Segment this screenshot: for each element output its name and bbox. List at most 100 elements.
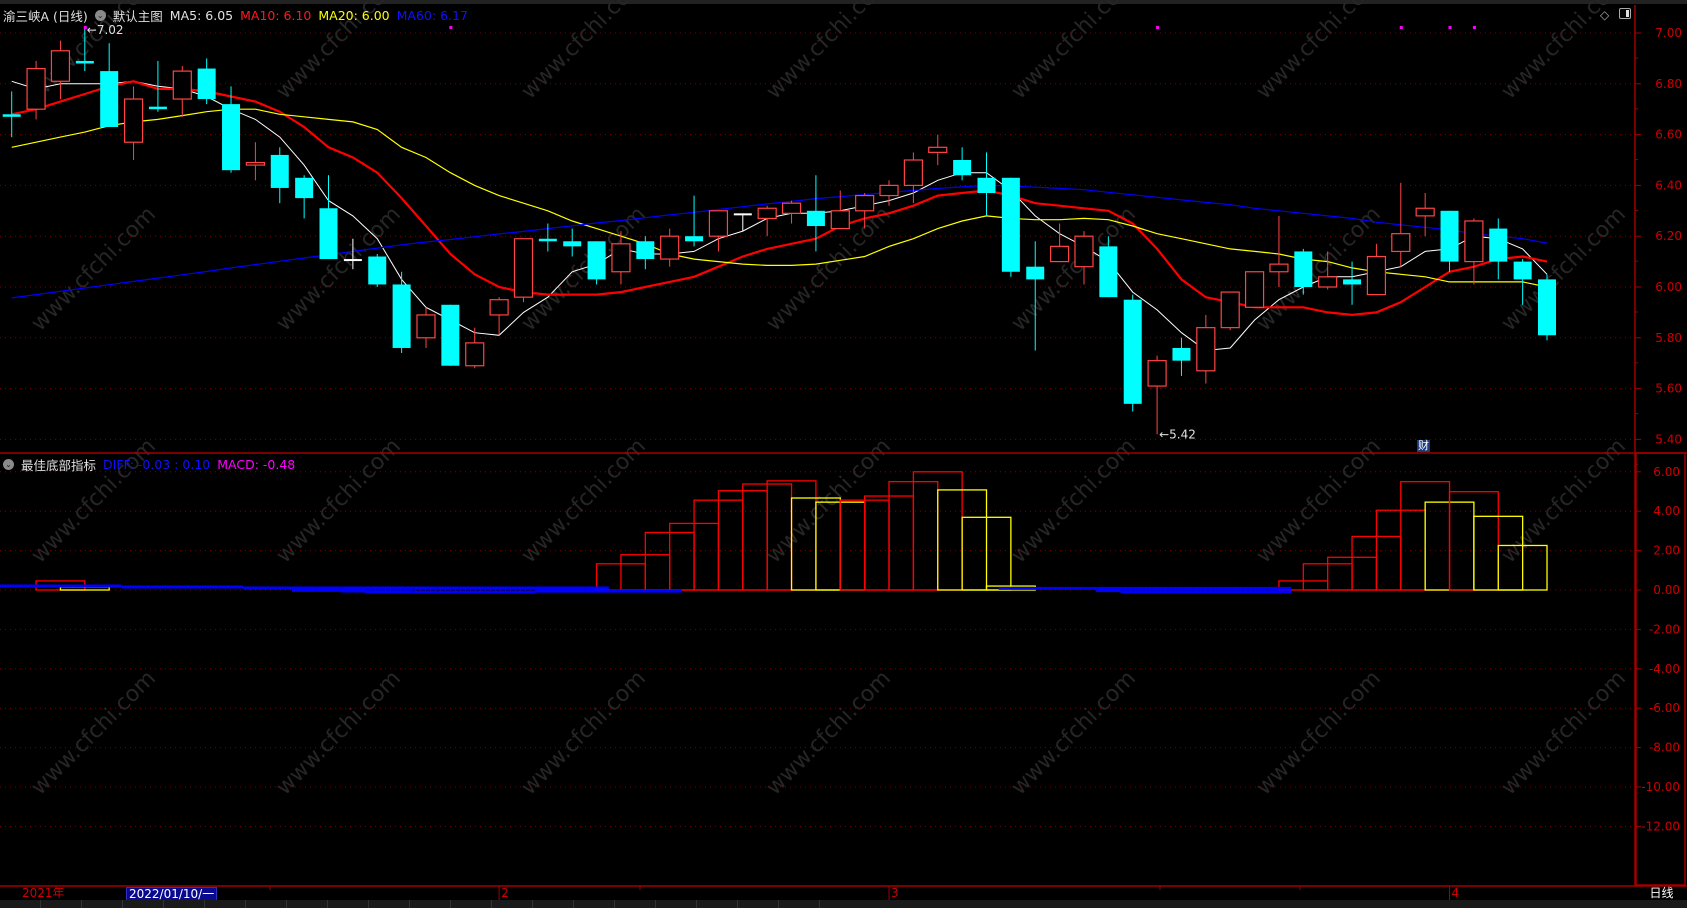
candle-body xyxy=(1172,347,1191,361)
candle-body xyxy=(830,210,850,230)
candle xyxy=(368,253,387,287)
candle-body xyxy=(270,154,289,188)
candle xyxy=(123,86,144,160)
candle-body xyxy=(245,161,265,166)
watermark-text: www.cfchi.com xyxy=(517,202,651,336)
period-label[interactable]: 日线 xyxy=(1649,886,1674,900)
candle-body xyxy=(1489,228,1508,262)
candle xyxy=(26,60,46,120)
signal-dot xyxy=(449,26,453,29)
candle xyxy=(1489,218,1508,280)
watermark-text: www.cfchi.com xyxy=(27,666,161,800)
candle xyxy=(1440,210,1459,272)
indicator-tick-label: -6.00 xyxy=(1649,701,1680,715)
candle-body xyxy=(295,177,314,199)
candle-body xyxy=(465,342,485,367)
candle-body xyxy=(172,70,192,100)
macd-bar xyxy=(1497,544,1548,591)
bottom-tab[interactable] xyxy=(246,900,287,908)
price-tick-label: 7.00 xyxy=(1655,26,1682,40)
indicator-name[interactable]: 最佳底部指标 xyxy=(21,458,97,473)
indicator-tick-label: -10.00 xyxy=(1641,780,1680,794)
signal-dot xyxy=(1156,26,1160,29)
bottom-tab[interactable] xyxy=(123,900,164,908)
watermark-text: www.cfchi.com xyxy=(1252,666,1386,800)
candle-body xyxy=(489,299,509,316)
price-extreme-label: ←7.02 xyxy=(87,23,124,37)
bottom-tab[interactable] xyxy=(574,900,615,908)
candle xyxy=(733,213,752,232)
stock-title: 渝三峡A (日线) xyxy=(3,9,88,24)
watermark-text: www.cfchi.com xyxy=(1497,666,1631,800)
price-tick-label: 6.80 xyxy=(1655,77,1682,91)
bottom-tab[interactable] xyxy=(656,900,697,908)
finance-marker[interactable]: 财 xyxy=(1417,439,1430,452)
ma10-value: MA10: 6.10 xyxy=(240,8,312,23)
bottom-tab[interactable] xyxy=(779,900,820,908)
price-tick-label: 5.40 xyxy=(1655,432,1682,446)
candle-body xyxy=(1196,327,1216,372)
cursor-date-label: 2022/01/10/一 xyxy=(126,887,218,902)
bottom-tab[interactable] xyxy=(492,900,533,908)
main-chart-template[interactable]: 默认主图 xyxy=(112,9,163,24)
candle xyxy=(1513,259,1532,305)
bottom-tab[interactable] xyxy=(287,900,328,908)
watermark-text: www.cfchi.com xyxy=(272,666,406,800)
bottom-tab[interactable] xyxy=(205,900,246,908)
diamond-icon[interactable]: ◇ xyxy=(1600,8,1610,22)
candle-body xyxy=(855,194,875,212)
candle xyxy=(441,304,460,366)
candle-body xyxy=(26,67,46,110)
price-tick-label: 6.40 xyxy=(1655,178,1682,192)
candle-body xyxy=(1123,299,1142,404)
candle-body xyxy=(903,159,923,186)
candle xyxy=(513,238,534,303)
candle-body xyxy=(1001,177,1020,272)
candle xyxy=(465,327,485,369)
bottom-tab[interactable] xyxy=(615,900,656,908)
candle-body xyxy=(392,284,411,348)
watermark-text: www.cfchi.com xyxy=(517,666,651,800)
candle xyxy=(245,142,265,181)
watermark-text: www.cfchi.com xyxy=(517,434,651,568)
indicator-tick-label: 0.00 xyxy=(1653,583,1680,597)
candle xyxy=(1294,248,1313,295)
candle-body xyxy=(319,208,338,260)
bottom-tab[interactable] xyxy=(41,900,82,908)
candle-body xyxy=(1318,276,1338,288)
bottom-tab[interactable] xyxy=(164,900,205,908)
bottom-tab[interactable] xyxy=(369,900,410,908)
bottom-tab[interactable] xyxy=(697,900,738,908)
price-tick-label: 5.80 xyxy=(1655,331,1682,345)
candle-body xyxy=(416,314,436,339)
bottom-tab[interactable] xyxy=(410,900,451,908)
panel-toggle-icon[interactable] xyxy=(1619,8,1632,19)
watermark-text: www.cfchi.com xyxy=(1007,0,1141,104)
candle xyxy=(563,228,582,257)
chevron-down-icon[interactable]: ⌄ xyxy=(3,459,14,470)
indicator-tick-label: 6.00 xyxy=(1653,465,1680,479)
price-extreme-label: ←5.42 xyxy=(1159,427,1196,441)
candle-body xyxy=(50,50,71,82)
candle xyxy=(781,200,802,224)
bottom-tab[interactable] xyxy=(0,900,41,908)
month-label: 4 xyxy=(1451,886,1460,900)
bottom-tab[interactable] xyxy=(533,900,574,908)
year-label: 2021年 xyxy=(22,886,65,900)
signal-dot xyxy=(1399,26,1403,29)
chevron-down-icon[interactable]: ⌄ xyxy=(94,10,106,21)
macd-value: MACD: -0.48 xyxy=(217,457,296,472)
bottom-tab[interactable] xyxy=(82,900,123,908)
candle xyxy=(685,195,704,247)
bottom-tab[interactable] xyxy=(451,900,492,908)
indicator-tick-label: 2.00 xyxy=(1653,544,1680,558)
ma-line-ma20 xyxy=(11,108,1548,288)
bottom-tab[interactable] xyxy=(328,900,369,908)
bottom-tab[interactable] xyxy=(738,900,779,908)
candle-body xyxy=(197,68,216,100)
candle xyxy=(50,40,71,100)
watermark-text: www.cfchi.com xyxy=(27,202,161,336)
signal-dot xyxy=(1448,26,1452,29)
candle xyxy=(855,193,875,229)
